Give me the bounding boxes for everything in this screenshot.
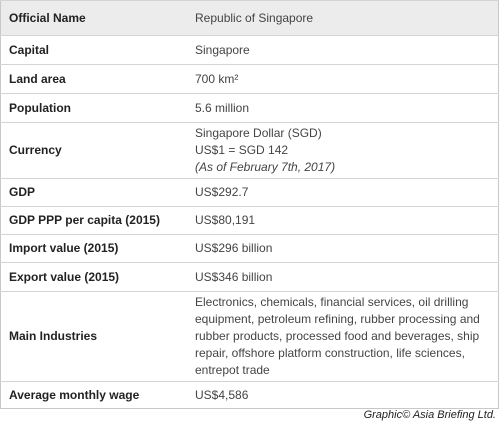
row-label: Import value (2015) [0,234,185,263]
row-label: GDP [0,178,185,207]
value-line: US$80,191 [195,213,256,227]
row-value: 700 km² [185,64,499,94]
row-label: Land area [0,64,185,94]
row-value: US$80,191 [185,206,499,235]
value-line: US$296 billion [195,241,273,255]
value-line: Singapore [195,42,250,57]
value-line: Electronics, chemicals, financial servic… [195,295,480,377]
value-line: 5.6 million [195,100,250,115]
row-value: Republic of Singapore [185,0,499,36]
row-label: Main Industries [0,291,185,382]
info-table: Official Name Republic of Singapore Capita… [0,0,499,409]
row-value: US$4,586 [185,381,499,409]
credit: Graphic© Asia Briefing Ltd. [363,409,496,421]
table-row: Official Name Republic of Singapore [0,0,499,36]
table-row: GDP PPP per capita (2015) US$80,191 [0,206,499,235]
value-line: US$346 billion [195,269,273,284]
row-label: Export value (2015) [0,262,185,292]
row-value: US$296 billion [185,234,499,263]
table-row: Land area 700 km² [0,64,499,94]
row-label: Official Name [0,0,185,36]
value-line: Singapore Dollar (SGD) [195,126,322,140]
row-label: Population [0,93,185,123]
table-row: Capital Singapore [0,35,499,65]
value-line: 700 km² [195,71,239,86]
table-row: Import value (2015) US$296 billion [0,234,499,263]
table-row: Currency Singapore Dollar (SGD) US$1 = SGD… [0,122,499,179]
value-line: US$1 = SGD 142 [195,143,289,157]
row-label: Average monthly wage [0,381,185,409]
table-row: GDP US$292.7 [0,178,499,207]
table-row: Population 5.6 million [0,93,499,123]
row-label: Currency [0,122,185,179]
row-value: Singapore Dollar (SGD) US$1 = SGD 142 (As … [185,122,499,179]
table-row: Average monthly wage US$4,586 [0,381,499,409]
table-row: Export value (2015) US$346 billion [0,262,499,292]
row-value: US$292.7 [185,178,499,207]
value-line: US$4,586 [195,387,249,402]
row-value: US$346 billion [185,262,499,292]
value-line: US$292.7 [195,185,249,199]
table-row: Main Industries Electronics, chemicals, f… [0,291,499,382]
row-value: 5.6 million [185,93,499,123]
value-line: Republic of Singapore [195,10,314,25]
row-value: Singapore [185,35,499,65]
row-label: Capital [0,35,185,65]
value-line: (As of February 7th, 2017) [195,160,336,174]
row-label: GDP PPP per capita (2015) [0,206,185,235]
row-value: Electronics, chemicals, financial servic… [185,291,499,382]
